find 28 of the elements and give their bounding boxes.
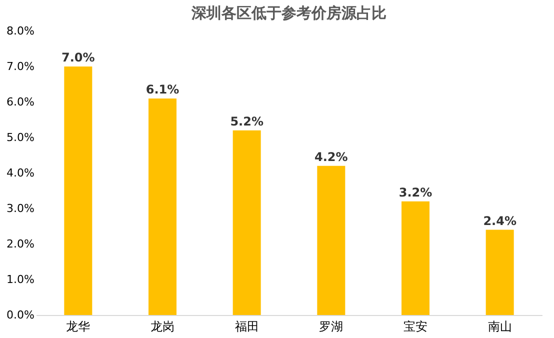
y-tick-label: 8.0% [6, 24, 34, 38]
data-label: 2.4% [483, 214, 516, 228]
bar [232, 130, 261, 315]
y-tick-label: 6.0% [6, 96, 34, 108]
y-tick-label: 5.0% [6, 131, 34, 144]
x-tick-label: 龙岗 [150, 320, 174, 334]
bar [486, 230, 514, 315]
data-label: 5.2% [230, 114, 264, 128]
data-label: 7.0% [62, 50, 95, 64]
y-tick-label: 2.0% [6, 238, 34, 250]
x-tick-label: 南山 [488, 320, 512, 334]
y-tick-label: 4.0% [6, 166, 34, 180]
x-tick-label: 宝安 [404, 320, 428, 334]
y-tick-label: 0.0% [6, 308, 34, 322]
bar [64, 66, 92, 315]
data-label: 4.2% [314, 150, 348, 164]
bar [317, 166, 346, 315]
bar [402, 201, 430, 315]
x-tick-label: 罗湖 [319, 320, 344, 334]
data-label: 3.2% [398, 185, 432, 200]
x-tick-label: 龙华 [66, 320, 90, 334]
data-label: 6.1% [146, 82, 180, 96]
chart-title: 深圳各区低于参考价房源占比 [190, 4, 386, 22]
y-tick-label: 1.0% [6, 273, 34, 286]
y-tick-label: 7.0% [6, 60, 34, 73]
y-tick-label: 3.0% [6, 202, 34, 215]
bar [148, 98, 176, 315]
x-tick-label: 福田 [234, 320, 259, 334]
